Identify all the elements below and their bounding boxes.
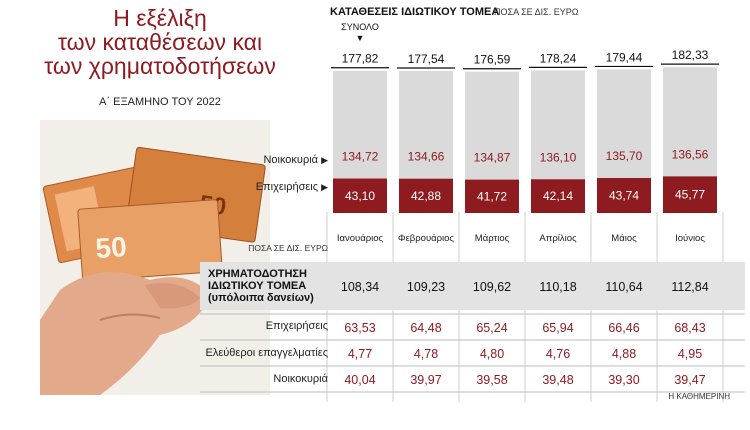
loans-total-value: 110,18 — [539, 280, 576, 294]
loans-title-line: ΙΔΙΩΤΙΚΟΥ ΤΟΜΕΑ — [208, 280, 307, 292]
loans-total-value: 109,23 — [407, 280, 445, 294]
business-bar — [597, 178, 651, 213]
total-value-label: 177,82 — [342, 52, 379, 66]
loans-total-value: 109,62 — [473, 280, 511, 294]
households-legend: Νοικοκυριά ▶ — [263, 154, 328, 166]
business-bar — [531, 179, 585, 213]
loans-total-row-bg — [200, 262, 745, 310]
page-subtitle: Α΄ ΕΞΑΜΗΝΟ ΤΟΥ 2022 — [99, 96, 221, 108]
loans-row-value: 65,94 — [542, 321, 573, 335]
business-value-label: 42,88 — [411, 189, 441, 203]
business-bar — [399, 178, 453, 213]
loans-row-value: 65,24 — [476, 321, 507, 335]
title-line: των καταθέσεων και — [57, 29, 263, 55]
title-line: των χρηματοδοτήσεων — [44, 53, 276, 79]
business-bar — [663, 176, 717, 213]
loans-title-line: ΧΡΗΜΑΤΟΔΟΤΗΣΗ — [208, 268, 307, 280]
business-value-label: 42,14 — [543, 189, 573, 203]
households-value-label: 135,70 — [606, 149, 643, 163]
loans-row-value: 4,76 — [546, 347, 570, 361]
total-value-label: 178,24 — [540, 51, 577, 65]
business-bar — [465, 179, 519, 213]
loans-title-line: (υπόλοιπα δανείων) — [208, 292, 314, 304]
loans-row-value: 4,78 — [414, 347, 438, 361]
loans-row-value: 64,48 — [410, 321, 441, 335]
loans-total-value: 110,64 — [605, 280, 642, 294]
loans-row-value: 39,58 — [476, 373, 507, 387]
loans-row-value: 39,48 — [542, 373, 573, 387]
total-series-label: ΣΥΝΟΛΟ — [341, 22, 379, 32]
svg-text:50: 50 — [94, 231, 127, 264]
loans-row-value: 39,47 — [674, 373, 705, 387]
loans-row-value: 40,04 — [344, 373, 375, 387]
page-title: Η εξέλιξη των καταθέσεων και των χρηματο… — [10, 6, 310, 78]
arrow-down-icon: ▼ — [356, 33, 365, 43]
business-value-label: 43,10 — [345, 189, 375, 203]
month-label: Ιούνιος — [675, 233, 705, 244]
business-value-label: 45,77 — [675, 188, 705, 202]
month-label: Μάρτιος — [475, 233, 510, 244]
loans-row-label: Επιχειρήσεις — [265, 320, 328, 332]
households-value-label: 134,66 — [408, 150, 445, 164]
loans-row-value: 39,97 — [410, 373, 441, 387]
loans-title: ΧΡΗΜΑΤΟΔΟΤΗΣΗ ΙΔΙΩΤΙΚΟΥ ΤΟΜΕΑ (υπόλοιπα … — [208, 268, 328, 304]
total-value-label: 179,44 — [606, 50, 643, 64]
households-value-label: 136,10 — [540, 150, 577, 164]
arrow-right-icon: ▶ — [321, 182, 328, 192]
deposits-title: ΚΑΤΑΘΕΣΕΙΣ ΙΔΙΩΤΙΚΟΥ ΤΟΜΕΑ — [330, 6, 500, 18]
month-label: Μάιος — [611, 233, 637, 244]
loans-total-value: 112,84 — [671, 280, 708, 294]
business-label: Επιχειρήσεις — [255, 181, 319, 193]
source-credit: Η ΚΑΘΗΜΕΡΙΝΗ — [668, 392, 730, 401]
loans-row-value: 4,88 — [612, 347, 636, 361]
month-label: Ιανουάριος — [337, 233, 384, 244]
households-value-label: 134,72 — [342, 150, 379, 164]
loans-row-value: 66,46 — [608, 321, 639, 335]
month-label: Φεβρουάριος — [398, 233, 454, 244]
loans-total-value: 108,34 — [341, 280, 379, 294]
loans-row-value: 68,43 — [674, 321, 705, 335]
business-value-label: 41,72 — [477, 189, 507, 203]
households-value-label: 136,56 — [672, 147, 709, 161]
loans-row-label: Νοικοκυριά — [273, 373, 328, 385]
arrow-right-icon: ▶ — [321, 155, 328, 165]
loans-row-value: 39,30 — [608, 373, 639, 387]
total-value-label: 182,33 — [672, 48, 709, 62]
business-bar — [333, 178, 387, 213]
deposits-unit: ΠΟΣΑ ΣΕ ΔΙΣ. ΕΥΡΩ — [494, 7, 579, 17]
euro-banknotes-in-hand-icon: 50 50 50 — [40, 120, 270, 395]
loans-unit: ΠΟΣΑ ΣΕ ΔΙΣ. ΕΥΡΩ — [248, 243, 328, 253]
loans-row-value: 4,95 — [678, 347, 702, 361]
month-label: Απρίλιος — [539, 233, 577, 244]
total-value-label: 177,54 — [408, 52, 445, 66]
households-value-label: 134,87 — [474, 151, 511, 165]
title-line: Η εξέλιξη — [113, 5, 207, 31]
business-value-label: 43,74 — [609, 189, 639, 203]
loans-row-value: 4,77 — [348, 347, 372, 361]
loans-row-value: 4,80 — [480, 347, 504, 361]
households-label: Νοικοκυριά — [263, 154, 319, 166]
loans-row-label: Ελεύθεροι επαγγελματίες — [205, 347, 328, 359]
loans-row-value: 63,53 — [344, 321, 375, 335]
business-legend: Επιχειρήσεις ▶ — [256, 181, 328, 193]
total-value-label: 176,59 — [474, 53, 511, 67]
